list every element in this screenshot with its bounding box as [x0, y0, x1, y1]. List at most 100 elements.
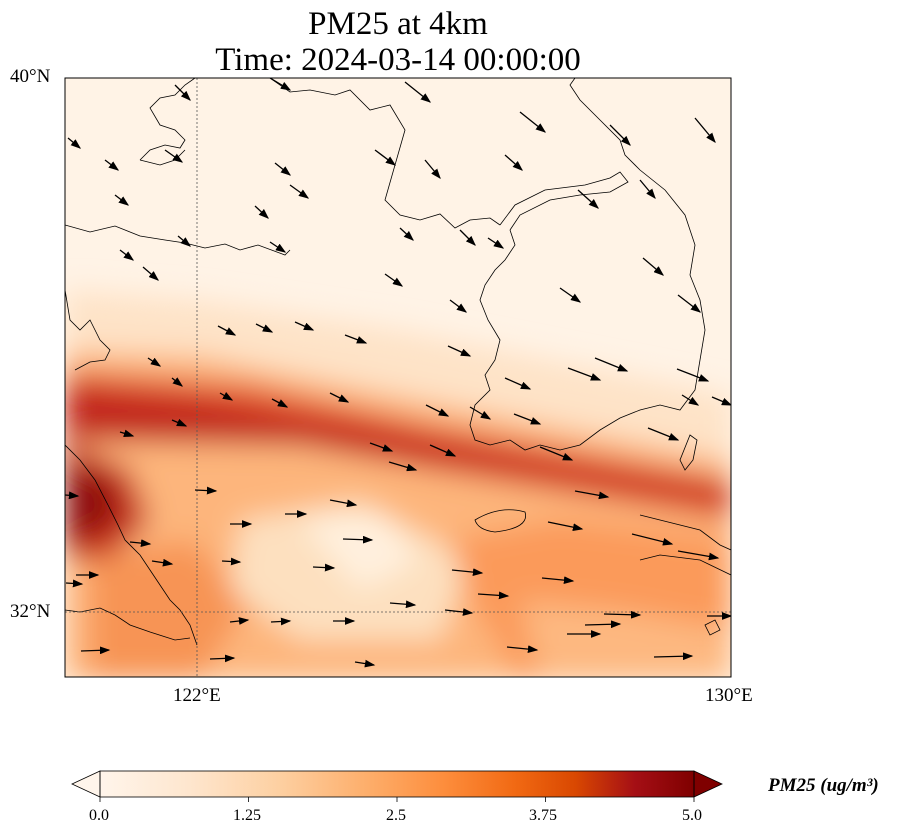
colorbar-label: PM25 (ug/m³) [768, 775, 879, 796]
wind-arrow [642, 257, 664, 276]
wind-arrow [254, 205, 269, 219]
wind-arrow [603, 610, 642, 619]
wind-arrow [609, 124, 631, 146]
wind-arrow [389, 600, 417, 609]
wind-arrow [177, 235, 191, 247]
colorbar-tick-label: 0.0 [89, 807, 109, 824]
wind-arrow [539, 446, 574, 461]
wind-arrow [104, 159, 120, 171]
wind-arrow [677, 550, 720, 561]
wind-arrow [653, 652, 694, 661]
wind-arrow [567, 367, 602, 381]
wind-arrow [541, 576, 575, 585]
wind-arrow [647, 427, 680, 441]
lon-label-130e: 130°E [705, 685, 753, 706]
wind-arrow [67, 137, 81, 149]
wind-arrow [429, 444, 457, 457]
colorbar-tick-label: 2.5 [386, 807, 406, 824]
wind-arrow [147, 357, 162, 367]
map-title: PM25 at 4km [308, 6, 488, 42]
wind-arrow [294, 321, 315, 331]
wind-arrow [65, 579, 84, 588]
colorbar-min-extend [71, 770, 101, 798]
wind-arrow [194, 486, 218, 495]
wind-arrow [312, 563, 336, 572]
wind-vectors [65, 78, 731, 668]
colorbar-max-extend [693, 770, 723, 798]
wind-arrow [451, 568, 484, 576]
wind-arrow [631, 533, 674, 546]
wind-arrow [477, 591, 510, 600]
wind-arrow [164, 149, 184, 163]
wind-arrow [584, 620, 622, 629]
wind-arrow [219, 392, 234, 401]
wind-arrow [459, 229, 476, 246]
wind-arrow [639, 179, 656, 199]
wind-arrow [269, 78, 292, 91]
wind-arrow [677, 294, 702, 313]
wind-arrow [424, 159, 441, 179]
wind-arrow [594, 357, 629, 372]
colorbar-tick-label: 5.0 [682, 807, 702, 824]
wind-arrow [388, 461, 418, 472]
wind-arrow [344, 334, 368, 344]
wind-arrow [369, 442, 394, 452]
wind-arrow [151, 558, 174, 567]
wind-arrow [217, 325, 237, 336]
colorbar-tick-label: 1.25 [233, 807, 261, 824]
wind-arrow [676, 368, 710, 382]
wind-arrow [329, 499, 358, 508]
lat-label-40n: 40°N [10, 66, 51, 87]
wind-arrow [174, 84, 191, 101]
wind-arrow [269, 241, 287, 253]
wind-arrow [513, 413, 542, 425]
wind-arrow [229, 617, 250, 625]
wind-arrow [504, 154, 523, 171]
wind-arrow [519, 111, 547, 133]
wind-arrow [504, 377, 532, 390]
wind-arrow [80, 646, 111, 655]
wind-arrow [384, 273, 404, 287]
wind-arrow [711, 396, 731, 406]
wind-arrow [574, 490, 610, 500]
wind-arrow [354, 659, 376, 668]
wind-arrow [289, 184, 310, 199]
wind-arrow [270, 617, 292, 626]
wind-arrow [209, 654, 236, 663]
colorbar-tick-label: 3.75 [529, 807, 557, 824]
wind-arrow [681, 394, 700, 406]
wind-arrow [329, 392, 350, 403]
wind-arrow [447, 345, 472, 357]
wind-arrow [399, 227, 414, 241]
lat-label-32n: 32°N [10, 601, 51, 622]
lon-label-122e: 122°E [173, 685, 221, 706]
wind-arrow [142, 266, 159, 281]
wind-arrow [404, 81, 432, 103]
wind-arrow [506, 645, 539, 653]
wind-arrow [374, 149, 397, 166]
colorbar-gradient [100, 771, 694, 797]
wind-arrow [425, 404, 450, 417]
wind-arrow [577, 189, 599, 209]
wind-arrow [171, 418, 188, 427]
wind-arrow [271, 398, 289, 408]
map-subtitle-time: Time: 2024-03-14 00:00:00 [215, 42, 581, 78]
wind-arrow [487, 237, 505, 249]
wind-arrow [114, 194, 130, 206]
map-frame [64, 77, 732, 678]
wind-arrow [221, 557, 242, 566]
wind-arrow [449, 299, 468, 313]
pm25-concentration-field [65, 78, 731, 677]
wind-arrow [469, 406, 492, 420]
gridlines [65, 78, 731, 677]
wind-arrow [694, 117, 716, 143]
colorbar [71, 770, 723, 802]
wind-arrow [444, 608, 474, 616]
wind-arrow [274, 162, 292, 176]
wind-arrow [119, 429, 135, 438]
wind-arrow [129, 539, 152, 547]
wind-arrow [342, 535, 374, 544]
wind-arrow [65, 491, 80, 500]
wind-arrow [547, 521, 584, 531]
